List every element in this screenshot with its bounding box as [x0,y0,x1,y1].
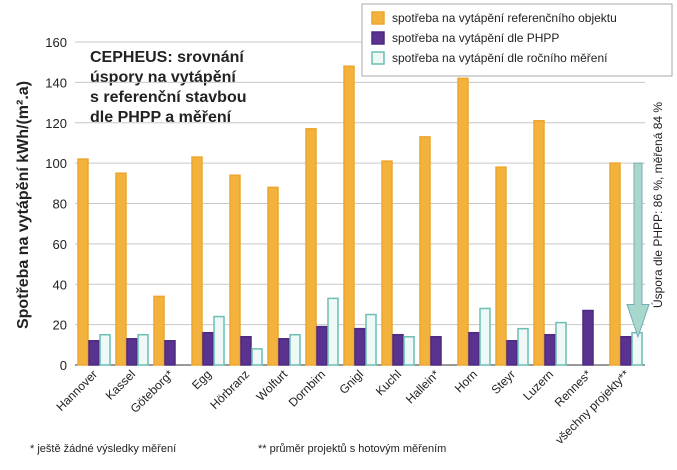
x-tick-label: Hannover [53,367,100,414]
bar [289,333,301,366]
bar [191,156,203,366]
bar [495,166,507,366]
annotation: Úspora dle PHPP: 86 %, měřená 84 % [650,102,665,308]
footnote: * ještě žádné výsledky měření [30,443,176,455]
x-tick-label: Steyr [488,367,518,397]
legend-label: spotřeba na vytápění dle PHPP [392,31,559,45]
bar [533,119,545,366]
title-line: dle PHPP a měření [90,109,232,126]
x-tick-label: Dornbirn [286,367,328,409]
bar [403,335,415,366]
x-tick-label: Hörbranz [207,367,252,412]
bar [153,295,165,366]
bar [365,313,377,366]
bar [126,338,138,366]
bar [419,136,431,366]
y-tick-label: 0 [60,358,67,373]
bar [517,327,529,366]
arrow [626,162,650,339]
y-tick-label: 40 [53,277,67,292]
bar [115,172,127,366]
y-tick-label: 160 [45,35,67,50]
bar [631,331,643,366]
bar [88,340,100,366]
x-tick-label: Kuchl [373,367,404,398]
x-tick-label: Egg [189,367,214,392]
bar [430,335,442,366]
y-tick-label: 120 [45,116,67,131]
bar [137,333,149,366]
y-tick-label: 60 [53,237,67,252]
x-tick-label: Gnigl [336,367,366,397]
bar [381,160,393,366]
x-tick-label: Horn [452,367,480,395]
bar [582,309,594,366]
bar [202,331,214,366]
bar [305,128,317,366]
x-tick-label: Hallein* [403,367,442,406]
legend-label: spotřeba na vytápění dle ročního měření [392,51,608,65]
footnote: ** průměr projektů s hotovým měřením [258,443,446,455]
bar [240,335,252,366]
bar [77,158,89,366]
bar [544,333,556,366]
bar [609,162,621,366]
bar [479,307,491,366]
legend-box [361,3,673,77]
legend-swatch [371,51,385,65]
bar [327,297,339,366]
bar [229,174,241,366]
x-tick-label: Luzern [520,367,556,403]
y-tick-label: 80 [53,197,67,212]
x-tick-label: všechny projekty** [552,367,632,447]
bar [213,315,225,366]
legend-swatch [371,31,385,45]
bar [620,335,632,366]
y-axis-label: Spotřeba na vytápění kWh/(m².a) [15,81,32,329]
bar [251,348,263,366]
legend-label: spotřeba na vytápění referenčního objekt… [392,11,617,25]
x-tick-label: Kassel [103,367,138,402]
bar [457,77,469,366]
y-tick-label: 20 [53,318,67,333]
bar [468,331,480,366]
bar [354,327,366,366]
legend: spotřeba na vytápění referenčního objekt… [361,3,673,77]
title-line: s referenční stavbou [90,89,247,106]
bar [316,325,328,366]
y-tick-label: 140 [45,75,67,90]
bar [164,340,176,366]
bar [506,340,518,366]
y-tick-label: 100 [45,156,67,171]
bar [267,186,279,366]
chart-title: CEPHEUS: srovnání úspory na vytápění s r… [90,49,247,126]
bar [343,65,355,366]
bar [392,333,404,366]
bar [278,338,290,366]
bar [555,321,567,366]
x-tick-label: Wolfurt [253,367,290,404]
title-line: úspory na vytápění [90,69,236,86]
bar [99,333,111,366]
title-line: CEPHEUS: srovnání [90,49,244,66]
legend-swatch [371,11,385,25]
